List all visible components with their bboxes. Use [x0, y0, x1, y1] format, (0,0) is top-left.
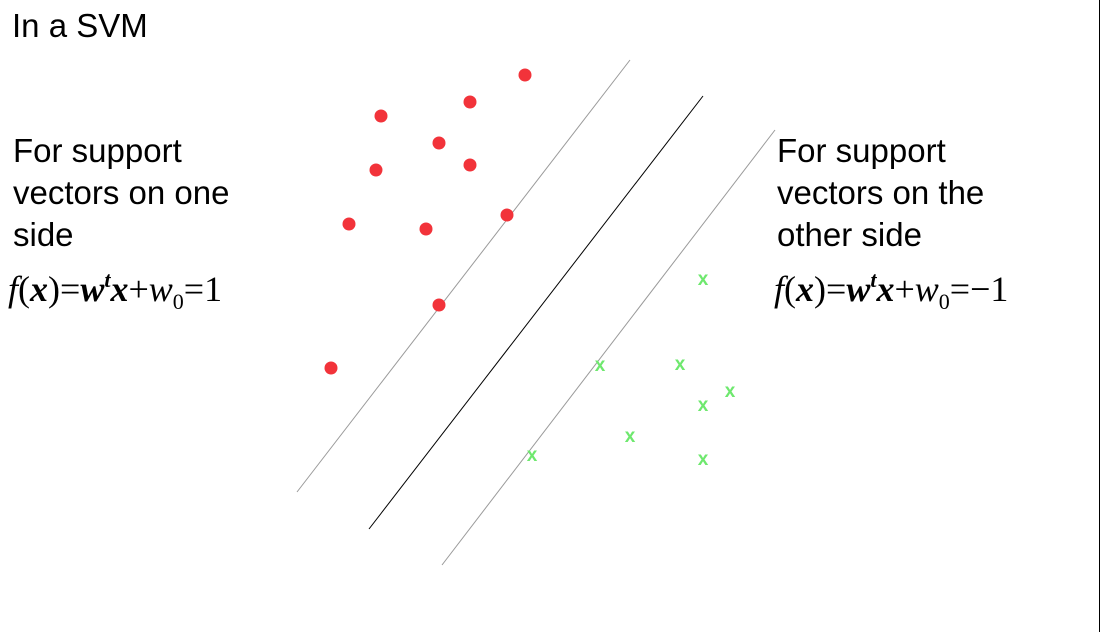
- formula-w: w: [846, 269, 871, 309]
- formula-plus: +: [128, 269, 149, 309]
- positive-point: [463, 95, 477, 109]
- formula-x: x: [796, 269, 815, 309]
- left-caption-line: vectors on one: [13, 174, 230, 211]
- formula-x: x: [876, 269, 895, 309]
- positive-point: [432, 136, 446, 150]
- negative-point: x: [527, 445, 538, 466]
- right-caption-line: other side: [777, 216, 922, 253]
- formula-open-paren: (: [18, 269, 31, 309]
- slide-title: In a SVM: [12, 7, 148, 44]
- left-caption: For support vectors on one side: [13, 130, 229, 256]
- positive-point: [419, 222, 433, 236]
- positive-point: [374, 109, 388, 123]
- formula-w0: w: [914, 269, 939, 309]
- formula-open-paren: (: [784, 269, 797, 309]
- positive-point: [432, 298, 446, 312]
- formula-w0: w: [148, 269, 173, 309]
- formula-w: w: [80, 269, 105, 309]
- negative-point: x: [595, 355, 606, 376]
- formula-subscript: 0: [938, 289, 950, 314]
- formula-close-eq: )=: [814, 269, 847, 309]
- formula-rhs: =1: [183, 269, 223, 309]
- negative-point: x: [725, 381, 736, 402]
- right-caption: For support vectors on the other side: [777, 130, 984, 256]
- negative-point: x: [675, 354, 686, 375]
- left-caption-line: For support: [13, 132, 182, 169]
- right-caption-line: vectors on the: [777, 174, 985, 211]
- formula-x: x: [110, 269, 129, 309]
- formula-rhs: =−1: [949, 269, 1009, 309]
- positive-point: [342, 217, 356, 231]
- negative-point: x: [698, 395, 709, 416]
- margin-line-positive: [296, 59, 631, 493]
- negative-point: x: [625, 426, 636, 447]
- formula-x: x: [30, 269, 49, 309]
- formula-plus: +: [894, 269, 915, 309]
- negative-point: x: [698, 449, 709, 470]
- margin-line-negative: [441, 129, 776, 566]
- right-caption-line: For support: [777, 132, 946, 169]
- positive-point: [500, 208, 514, 222]
- decision-boundary: [368, 95, 704, 530]
- formula-transpose: t: [104, 267, 111, 292]
- positive-point: [463, 158, 477, 172]
- formula-close-eq: )=: [48, 269, 81, 309]
- right-formula: f(x)=wtx+w0=−1: [774, 269, 1008, 313]
- positive-point: [369, 163, 383, 177]
- formula-f: f: [774, 269, 785, 309]
- formula-subscript: 0: [172, 289, 184, 314]
- left-formula: f(x)=wtx+w0=1: [8, 269, 222, 313]
- positive-points: [324, 68, 532, 375]
- positive-point: [518, 68, 532, 82]
- right-border: [1099, 0, 1100, 632]
- negative-point: x: [698, 269, 709, 290]
- formula-transpose: t: [870, 267, 877, 292]
- positive-point: [324, 361, 338, 375]
- formula-f: f: [8, 269, 19, 309]
- left-caption-line: side: [13, 216, 74, 253]
